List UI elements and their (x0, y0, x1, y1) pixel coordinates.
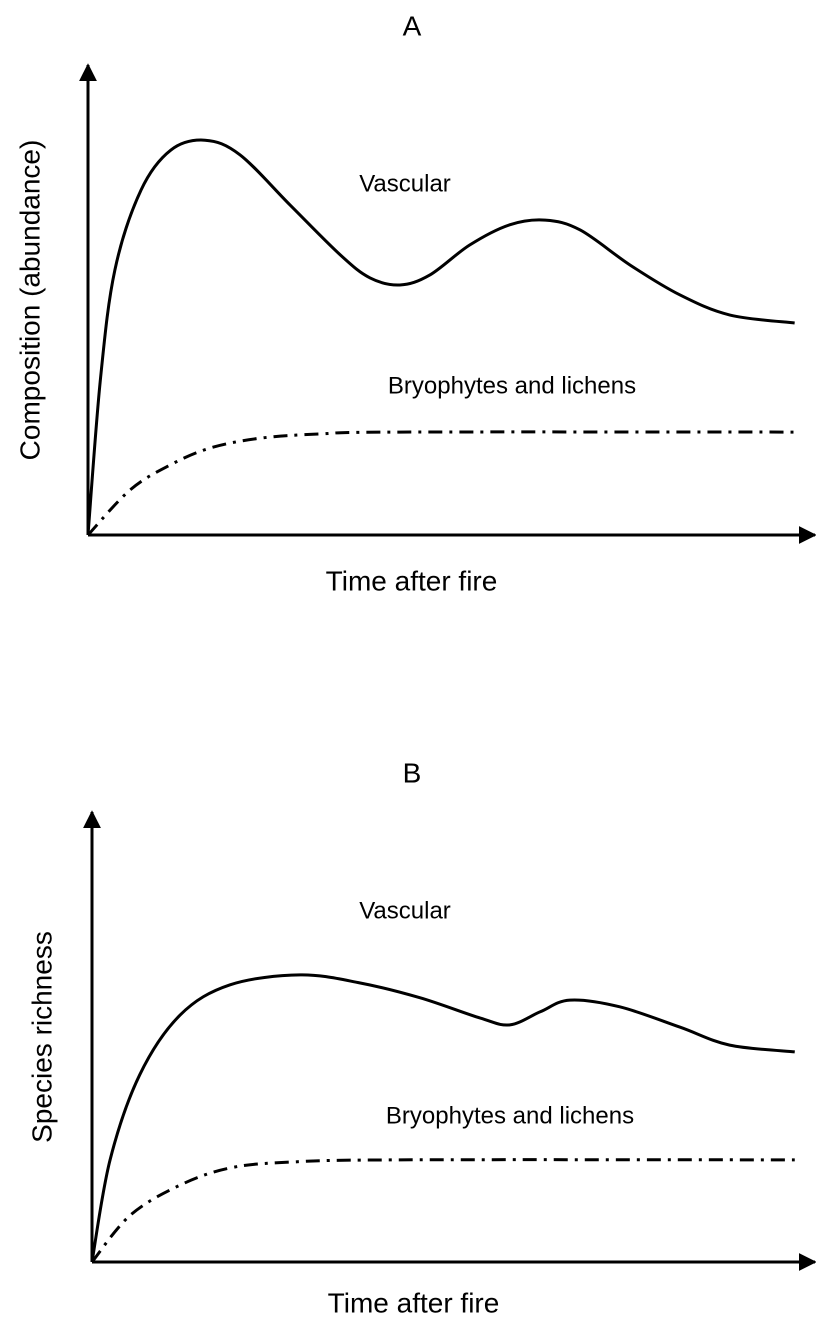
x-axis-label: Time after fire (328, 1287, 500, 1318)
y-axis-label: Composition (abundance) (14, 140, 45, 461)
x-axis-label: Time after fire (326, 565, 498, 596)
series-line (86, 138, 795, 536)
series-label: Vascular (359, 170, 451, 197)
chart-title: B (403, 757, 422, 788)
series-line (90, 1158, 795, 1263)
series-label: Bryophytes and lichens (388, 372, 636, 399)
chart-panel: A Time after fire Composition (abundance) V… (14, 10, 816, 596)
series-line (90, 973, 795, 1263)
series-label: Bryophytes and lichens (386, 1102, 634, 1129)
chart-title: A (403, 10, 422, 41)
chart-panel: B Time after fire Species richness Vascular… (26, 757, 816, 1318)
series-line (86, 430, 795, 537)
y-axis-label: Species richness (26, 931, 57, 1143)
series-label: Vascular (359, 897, 451, 924)
